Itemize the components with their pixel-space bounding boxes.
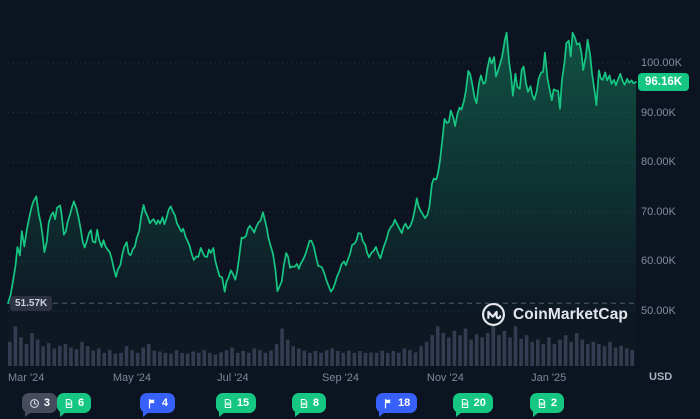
timeline-badge-flag[interactable]: 18 xyxy=(376,393,418,417)
price-line xyxy=(7,31,637,304)
timeline-badge-count: 6 xyxy=(77,397,85,409)
volume-bars xyxy=(8,324,634,366)
price-axis-label: 70.00K xyxy=(641,205,676,218)
timeline-badge-flag[interactable]: 4 xyxy=(139,393,175,417)
time-axis-label: Jan '25 xyxy=(531,372,567,384)
coinmarketcap-logo xyxy=(482,302,506,327)
time-axis: Mar '24 May '24 Jul '24 Sep '24 Nov '24 Jan '… xyxy=(0,372,700,386)
time-axis-label: May '24 xyxy=(112,372,152,384)
flag-icon xyxy=(384,398,391,408)
timeline-badge-news[interactable]: 15 xyxy=(215,393,257,417)
timeline-badge-count: 18 xyxy=(398,397,411,409)
timeline-badge-count: 20 xyxy=(473,397,486,409)
timeline-badge-news[interactable]: 2 xyxy=(529,393,564,417)
timeline-badge-news[interactable]: 20 xyxy=(452,393,493,417)
timeline-badge-news[interactable]: 8 xyxy=(291,393,326,417)
flag-icon xyxy=(148,398,155,408)
time-axis-label: Jul '24 xyxy=(217,372,249,384)
period-low-badge: 51.57K xyxy=(10,296,53,311)
timeline-badge-count: 2 xyxy=(550,397,557,409)
timeline-badge-count: 8 xyxy=(312,397,319,409)
price-axis-label: 50.00K xyxy=(641,305,676,317)
news-icon xyxy=(224,398,232,408)
price-axis-label: 100.00K xyxy=(641,57,682,69)
timeline-badge-count: 3 xyxy=(43,397,50,409)
news-icon xyxy=(538,398,546,408)
news-icon xyxy=(65,398,73,408)
timeline-badge-news[interactable]: 6 xyxy=(56,393,92,417)
currency-label: USD xyxy=(649,371,673,383)
timeline-badge-count: 15 xyxy=(236,397,250,409)
price-axis-label: 80.00K xyxy=(641,156,676,169)
news-icon xyxy=(461,398,468,408)
timeline-badge-row: 3 6 4 15 8 18 20 2 xyxy=(0,393,700,417)
clock-icon xyxy=(29,398,39,408)
time-axis-label: Mar '24 xyxy=(8,372,45,384)
watermark-text: CoinMarketCap xyxy=(513,305,628,323)
price-axis-label: 90.00K xyxy=(641,106,676,119)
current-price-badge: 96.16K xyxy=(638,73,690,91)
timeline-badge-count: 4 xyxy=(161,397,168,409)
timeline-badge-clock[interactable]: 3 xyxy=(21,393,57,417)
news-icon xyxy=(300,398,308,408)
price-area xyxy=(8,32,636,366)
time-axis-label: Sep '24 xyxy=(322,372,359,384)
watermark: CoinMarketCap xyxy=(481,302,628,327)
price-axis-label: 60.00K xyxy=(641,255,676,268)
time-axis-label: Nov '24 xyxy=(426,372,464,384)
